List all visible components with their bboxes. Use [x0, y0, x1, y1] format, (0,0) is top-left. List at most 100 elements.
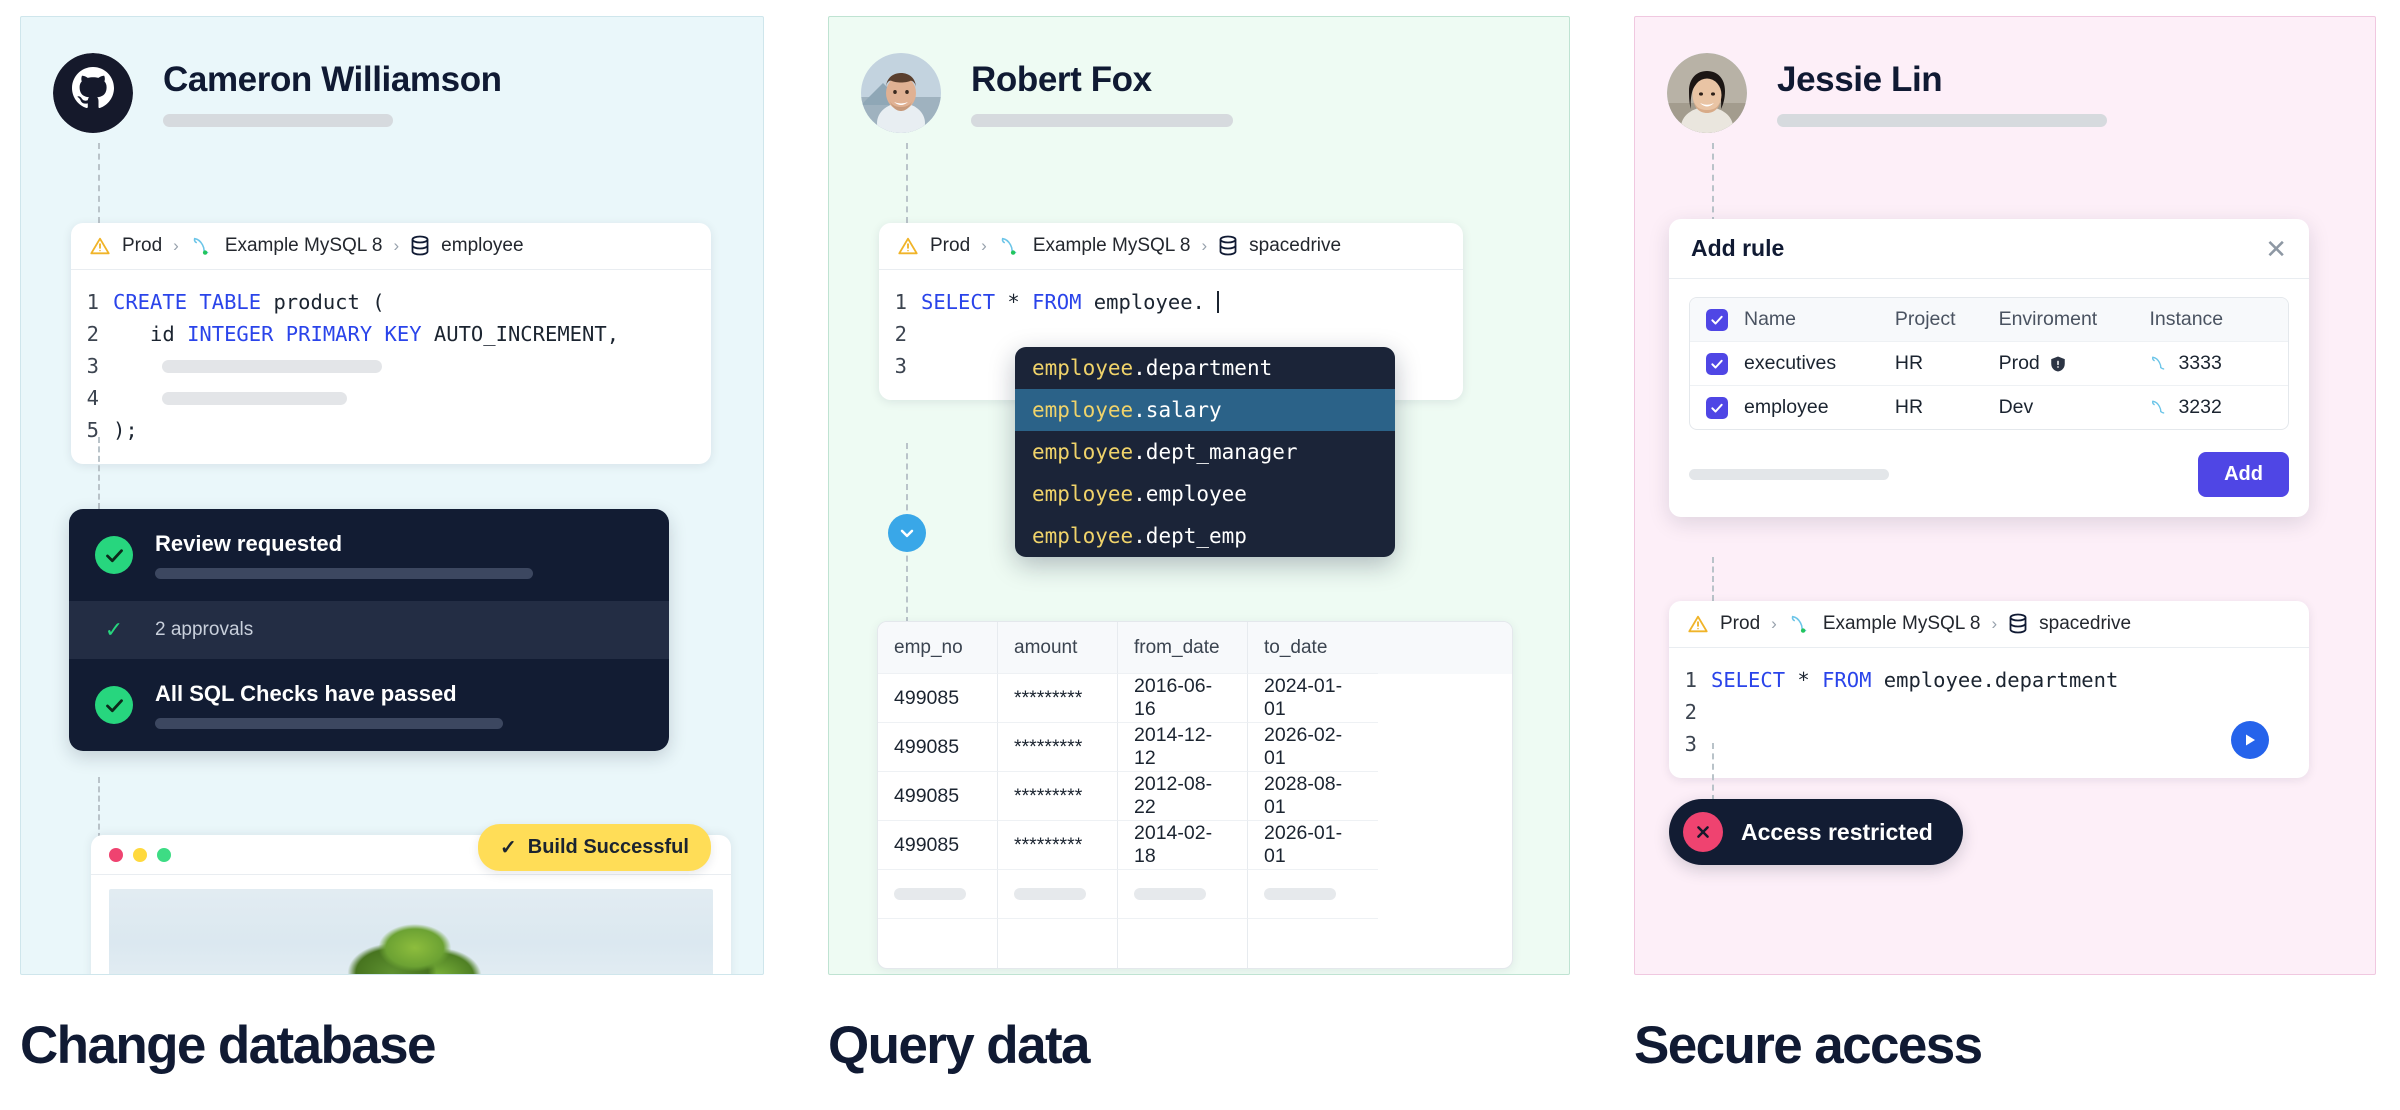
sql-editor-card[interactable]: Prod › Example MySQL 8 › employee 1 CREAT… [71, 223, 711, 464]
modal-header: Add rule ✕ [1669, 219, 2309, 279]
row-checkbox[interactable] [1706, 396, 1728, 419]
person-header: Jessie Lin [1667, 53, 2107, 133]
autocomplete-item[interactable]: employee.dept_emp [1015, 515, 1395, 557]
column-header[interactable]: to_date [1248, 622, 1378, 674]
approvals-row: ✓ 2 approvals [69, 601, 669, 659]
sql-keyword: CREATE TABLE [113, 290, 262, 314]
sql-checks-texts: All SQL Checks have passed [155, 681, 503, 729]
breadcrumb-database[interactable]: employee [441, 235, 524, 256]
autocomplete-dropdown[interactable]: employee.department employee.salary employ… [1015, 347, 1395, 557]
autocomplete-suffix: .dept_emp [1133, 524, 1247, 548]
approvals-label: 2 approvals [155, 619, 254, 640]
autocomplete-item[interactable]: employee.salary [1015, 389, 1395, 431]
autocomplete-item[interactable]: employee.department [1015, 347, 1395, 389]
check-icon: ✓ [500, 837, 517, 859]
autocomplete-suffix: .employee [1133, 482, 1247, 506]
breadcrumb-environment[interactable]: Prod [930, 235, 971, 256]
add-button[interactable]: Add [2198, 452, 2289, 497]
sql-code-area[interactable]: 1 SELECT * FROM employee.department 2 3 [1669, 648, 2309, 778]
section-caption-secure-access: Secure access [1634, 1016, 1983, 1075]
line-number: 1 [86, 290, 99, 314]
select-all-checkbox[interactable] [1706, 308, 1728, 331]
window-dot-close[interactable] [109, 847, 123, 862]
autocomplete-suffix: .dept_manager [1133, 440, 1298, 464]
table-row[interactable]: 499085 ********* 2012-08-22 2028-08-01 [878, 772, 1512, 821]
person-name: Cameron Williamson [163, 59, 502, 99]
rules-row[interactable]: employee HR Dev 3232 [1690, 386, 2288, 429]
sql-text: AUTO_INCREMENT, [421, 322, 620, 346]
breadcrumb[interactable]: Prod › Example MySQL 8 › spacedrive [1669, 601, 2309, 648]
rules-column-header[interactable]: Name [1744, 308, 1797, 330]
sql-code-area[interactable]: 1 CREATE TABLE product (2 id INTEGER PRIM… [71, 270, 711, 464]
rules-column-header[interactable]: Project [1894, 308, 1956, 330]
table-cell-placeholder [998, 919, 1118, 968]
connector-dashed-1 [1712, 143, 1714, 223]
table-cell-placeholder [878, 870, 998, 919]
add-rule-modal[interactable]: Add rule ✕ Name Project Enviroment Instance… [1669, 219, 2309, 517]
sql-code-area[interactable]: 1 SELECT * FROM employee. 2 3 [879, 270, 1463, 400]
person-subtitle-placeholder [1777, 113, 2107, 127]
code-line: 1 SELECT * FROM employee.department [1669, 664, 2309, 696]
footer-placeholder [1689, 469, 1889, 480]
person-name: Jessie Lin [1777, 59, 1943, 99]
column-header[interactable]: from_date [1118, 622, 1248, 674]
rules-table[interactable]: Name Project Enviroment Instance executives H… [1689, 297, 2289, 430]
sql-text: ); [113, 418, 138, 442]
code-placeholder-bar [162, 391, 348, 405]
breadcrumb[interactable]: Prod › Example MySQL 8 › spacedrive [879, 223, 1463, 270]
table-row[interactable]: 499085 ********* 2014-02-18 2026-01-01 [878, 821, 1512, 870]
build-status-label: Build Successful [527, 836, 689, 858]
browser-preview-mock [91, 835, 731, 974]
mysql-dolphin-icon [1788, 613, 1812, 635]
close-icon[interactable]: ✕ [2265, 233, 2287, 264]
table-row[interactable]: 499085 ********* 2014-12-12 2026-02-01 [878, 723, 1512, 772]
panel-secure-access: Jessie Lin Add rule ✕ Name Project Envirom… [1634, 16, 2376, 975]
autocomplete-suffix: .salary [1133, 398, 1222, 422]
breadcrumb-environment[interactable]: Prod [1720, 613, 1761, 634]
breadcrumb-instance[interactable]: Example MySQL 8 [1032, 235, 1191, 256]
autocomplete-item[interactable]: employee.dept_manager [1015, 431, 1395, 473]
mysql-dolphin-icon [2149, 398, 2169, 417]
breadcrumb-environment[interactable]: Prod [122, 235, 163, 256]
placeholder-bar [1264, 888, 1336, 900]
code-line: 3 [71, 350, 711, 382]
window-dot-minimize[interactable] [133, 847, 147, 862]
sql-text: * [995, 290, 1033, 314]
autocomplete-item[interactable]: employee.employee [1015, 473, 1395, 515]
line-number: 2 [1684, 700, 1697, 724]
breadcrumb-instance[interactable]: Example MySQL 8 [224, 235, 383, 256]
table-cell: 2016-06-16 [1118, 674, 1248, 723]
query-results-table[interactable]: emp_no amount from_date to_date 499085 ******… [877, 621, 1513, 969]
breadcrumb-instance[interactable]: Example MySQL 8 [1822, 613, 1981, 634]
breadcrumb-database[interactable]: spacedrive [1249, 235, 1342, 256]
person-text: Robert Fox [971, 60, 1233, 127]
sql-editor-card[interactable]: Prod › Example MySQL 8 › spacedrive 1 SEL… [1669, 601, 2309, 778]
collapse-toggle-button[interactable] [888, 514, 926, 552]
breadcrumb-separator-2: › [393, 236, 400, 255]
breadcrumb-separator-2: › [1991, 614, 1998, 633]
sql-checks-placeholder [155, 718, 503, 729]
window-dot-maximize[interactable] [157, 847, 171, 862]
rules-row[interactable]: executives HR Prod 3333 [1690, 342, 2288, 386]
person-subtitle-placeholder [971, 113, 1233, 127]
run-query-button[interactable] [2231, 721, 2269, 759]
column-header[interactable]: amount [998, 622, 1118, 674]
table-row[interactable]: 499085 ********* 2016-06-16 2024-01-01 [878, 674, 1512, 723]
line-number: 5 [86, 418, 99, 442]
breadcrumb[interactable]: Prod › Example MySQL 8 › employee [71, 223, 711, 270]
section-caption-change-database: Change database [20, 1016, 436, 1075]
table-row-placeholder [878, 919, 1512, 968]
table-cell: 2026-01-01 [1248, 821, 1378, 870]
rule-project: HR [1894, 352, 1924, 374]
breadcrumb-database[interactable]: spacedrive [2039, 613, 2132, 634]
shield-warning-icon [2049, 355, 2067, 373]
connector-dashed-2 [98, 437, 100, 509]
rules-column-header[interactable]: Enviroment [1998, 308, 2098, 330]
rules-column-header[interactable]: Instance [2149, 308, 2224, 330]
sql-checks-row: All SQL Checks have passed [69, 659, 669, 751]
row-checkbox[interactable] [1706, 352, 1728, 375]
warning-triangle-icon [89, 235, 111, 257]
access-restricted-label: Access restricted [1741, 818, 1933, 845]
table-cell: ********* [998, 772, 1118, 821]
column-header[interactable]: emp_no [878, 622, 998, 674]
